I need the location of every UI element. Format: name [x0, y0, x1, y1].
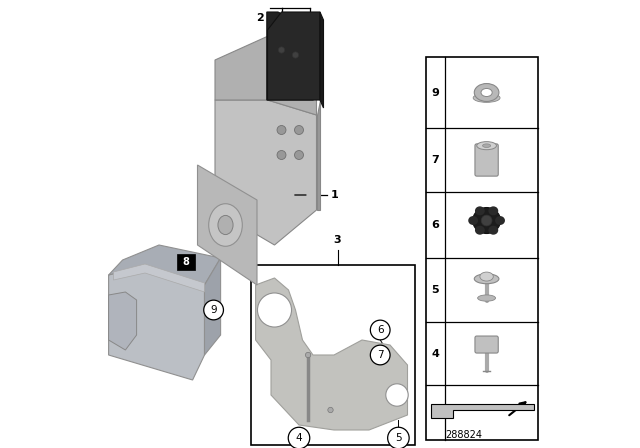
- Circle shape: [288, 427, 310, 448]
- Polygon shape: [109, 292, 136, 350]
- Ellipse shape: [475, 226, 485, 235]
- Ellipse shape: [218, 215, 233, 235]
- Ellipse shape: [477, 295, 495, 301]
- FancyBboxPatch shape: [177, 254, 195, 270]
- Polygon shape: [109, 265, 205, 380]
- Text: 4: 4: [296, 433, 302, 443]
- Circle shape: [328, 407, 333, 413]
- Text: 5: 5: [432, 285, 439, 295]
- Text: 9: 9: [211, 305, 217, 315]
- Ellipse shape: [473, 93, 500, 102]
- Text: 5: 5: [395, 433, 402, 443]
- Polygon shape: [320, 12, 323, 108]
- Ellipse shape: [480, 272, 493, 281]
- Polygon shape: [268, 12, 320, 100]
- Text: 288824: 288824: [445, 430, 482, 440]
- Bar: [252, 265, 415, 445]
- Polygon shape: [215, 30, 317, 115]
- Circle shape: [277, 125, 286, 134]
- Text: 2: 2: [256, 13, 264, 23]
- Circle shape: [386, 384, 408, 406]
- Ellipse shape: [483, 144, 491, 147]
- Text: 3: 3: [333, 235, 341, 245]
- Text: 4: 4: [431, 349, 440, 358]
- Text: 6: 6: [377, 325, 383, 335]
- Circle shape: [371, 320, 390, 340]
- Polygon shape: [431, 405, 534, 418]
- Polygon shape: [255, 278, 408, 430]
- Circle shape: [257, 293, 292, 327]
- Ellipse shape: [475, 207, 485, 215]
- Circle shape: [278, 47, 285, 53]
- Circle shape: [388, 427, 409, 448]
- FancyBboxPatch shape: [475, 144, 499, 176]
- Ellipse shape: [488, 226, 499, 235]
- Polygon shape: [205, 258, 221, 355]
- Circle shape: [292, 52, 299, 58]
- Ellipse shape: [473, 207, 500, 233]
- Ellipse shape: [488, 207, 499, 215]
- Text: 9: 9: [431, 87, 440, 98]
- Polygon shape: [109, 245, 221, 285]
- Circle shape: [305, 352, 311, 358]
- Polygon shape: [317, 100, 320, 210]
- Text: 7: 7: [377, 350, 383, 360]
- Text: 8: 8: [182, 257, 189, 267]
- Circle shape: [277, 151, 286, 159]
- Polygon shape: [113, 264, 205, 292]
- Ellipse shape: [474, 274, 499, 284]
- Circle shape: [294, 125, 303, 134]
- Text: 7: 7: [431, 155, 440, 165]
- Circle shape: [371, 345, 390, 365]
- Ellipse shape: [209, 204, 243, 246]
- Circle shape: [481, 215, 492, 226]
- Bar: [426, 57, 538, 440]
- Polygon shape: [267, 12, 320, 100]
- Polygon shape: [198, 165, 257, 285]
- Ellipse shape: [474, 83, 499, 101]
- Ellipse shape: [495, 216, 505, 225]
- Ellipse shape: [481, 88, 492, 96]
- Polygon shape: [215, 100, 317, 245]
- FancyBboxPatch shape: [475, 336, 499, 353]
- Text: 1: 1: [330, 190, 339, 200]
- Text: 6: 6: [431, 220, 440, 230]
- Ellipse shape: [477, 142, 497, 150]
- Ellipse shape: [468, 216, 478, 225]
- Circle shape: [204, 300, 223, 320]
- Circle shape: [294, 151, 303, 159]
